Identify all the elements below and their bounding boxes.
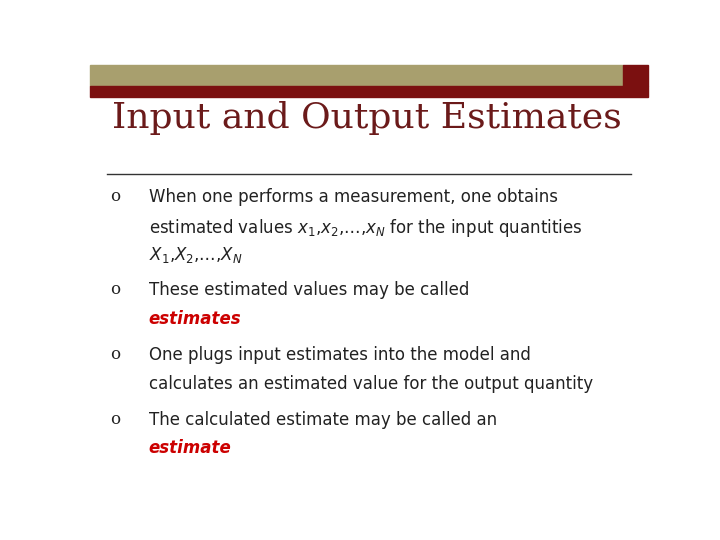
Text: One plugs input estimates into the model and: One plugs input estimates into the model… bbox=[148, 346, 531, 364]
Text: $X_1$,$X_2$,…,$X_N$: $X_1$,$X_2$,…,$X_N$ bbox=[148, 245, 242, 265]
Text: o: o bbox=[110, 281, 120, 299]
Text: The calculated estimate may be called an: The calculated estimate may be called an bbox=[148, 411, 502, 429]
Text: These estimated values may be called: These estimated values may be called bbox=[148, 281, 474, 300]
Text: estimate: estimate bbox=[148, 440, 231, 457]
Text: estimates: estimates bbox=[148, 310, 241, 328]
Text: calculates an estimated value for the output quantity: calculates an estimated value for the ou… bbox=[148, 375, 593, 393]
Text: o: o bbox=[110, 188, 120, 205]
Bar bbox=[90, 65, 623, 86]
Text: estimated values $x_1$,$x_2$,…,$x_N$ for the input quantities: estimated values $x_1$,$x_2$,…,$x_N$ for… bbox=[148, 217, 582, 239]
Text: When one performs a measurement, one obtains: When one performs a measurement, one obt… bbox=[148, 188, 557, 206]
Text: o: o bbox=[110, 411, 120, 428]
Text: Input and Output Estimates: Input and Output Estimates bbox=[112, 101, 622, 135]
Text: o: o bbox=[110, 346, 120, 363]
Bar bbox=[623, 65, 648, 86]
Bar bbox=[90, 86, 648, 97]
